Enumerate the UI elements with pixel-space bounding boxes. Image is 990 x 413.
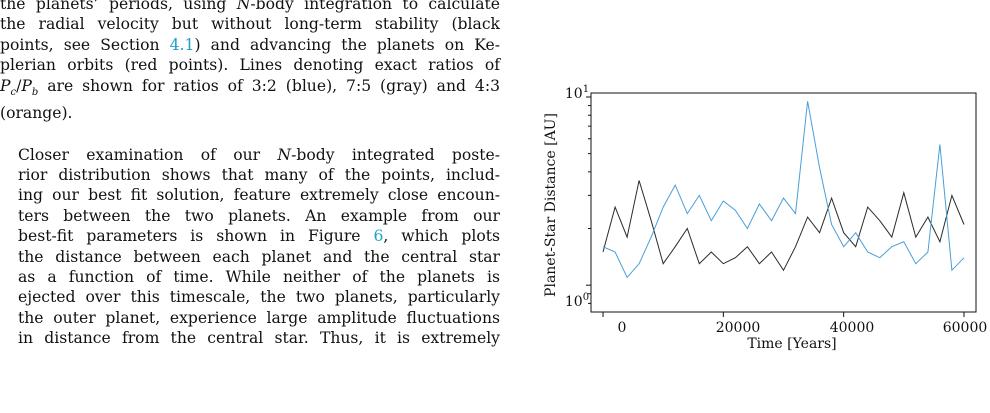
- text-column: the planets’ periods, using N-body integ…: [0, 0, 500, 349]
- text-line: Closer examination of our N-body integra…: [18, 145, 501, 164]
- text-line: rior distribution shows that many of the…: [18, 165, 500, 184]
- section-link[interactable]: 4.1: [169, 35, 195, 54]
- text-line: the distance between each planet and the…: [18, 247, 500, 266]
- tick-layer: [586, 96, 965, 317]
- distance-time-figure: 101 100 0 20000 40000 60000 Time [Years]…: [530, 80, 990, 380]
- text-line: in distance from the central star. Thus,…: [18, 329, 500, 348]
- series-line-0: [602, 180, 965, 272]
- text-line: best-fit parameters is shown in Figure 6…: [18, 227, 501, 246]
- paragraph-body: Closer examination of our N-body integra…: [0, 145, 500, 349]
- text-line: ing our best fit solution, feature extre…: [18, 186, 500, 205]
- text-line: ejected over this timescale, the two pla…: [18, 288, 500, 307]
- figure-link[interactable]: 6: [373, 227, 384, 246]
- text-line: the outer planet, experience large ampli…: [18, 308, 500, 327]
- paragraph-figure-caption-end: the planets’ periods, using N-body integ…: [0, 0, 500, 124]
- text-line: the radial velocity but without long-ter…: [0, 15, 500, 34]
- x-tick-label-0: 0: [618, 320, 627, 336]
- text-line: plerian orbits (red points). Lines denot…: [0, 56, 500, 75]
- series-line-1: [602, 101, 965, 279]
- text-line: points, see Section 4.1) and advancing t…: [0, 35, 500, 54]
- text-line: Pc/Pb are shown for ratios of 3:2 (blue)…: [0, 76, 500, 98]
- y-tick-label-10-1: 101: [565, 84, 589, 102]
- text-line: ters between the two planets. An example…: [18, 206, 500, 225]
- series-layer: [602, 101, 965, 279]
- x-tick-label-40000: 40000: [830, 320, 875, 336]
- x-tick-label-20000: 20000: [716, 320, 761, 336]
- x-axis-label: Time [Years]: [747, 336, 836, 352]
- y-axis-label: Planet-Star Distance [AU]: [543, 113, 559, 297]
- text-line: (orange).: [0, 104, 73, 123]
- x-tick-label-60000: 60000: [943, 320, 988, 336]
- line-chart: 101 100 0 20000 40000 60000 Time [Years]…: [543, 84, 988, 352]
- text-line: as a function of time. While neither of …: [18, 267, 500, 286]
- text-line: the planets’ periods, using N-body integ…: [0, 0, 500, 13]
- y-tick-label-10-0: 100: [565, 292, 589, 310]
- plot-frame: [590, 92, 977, 313]
